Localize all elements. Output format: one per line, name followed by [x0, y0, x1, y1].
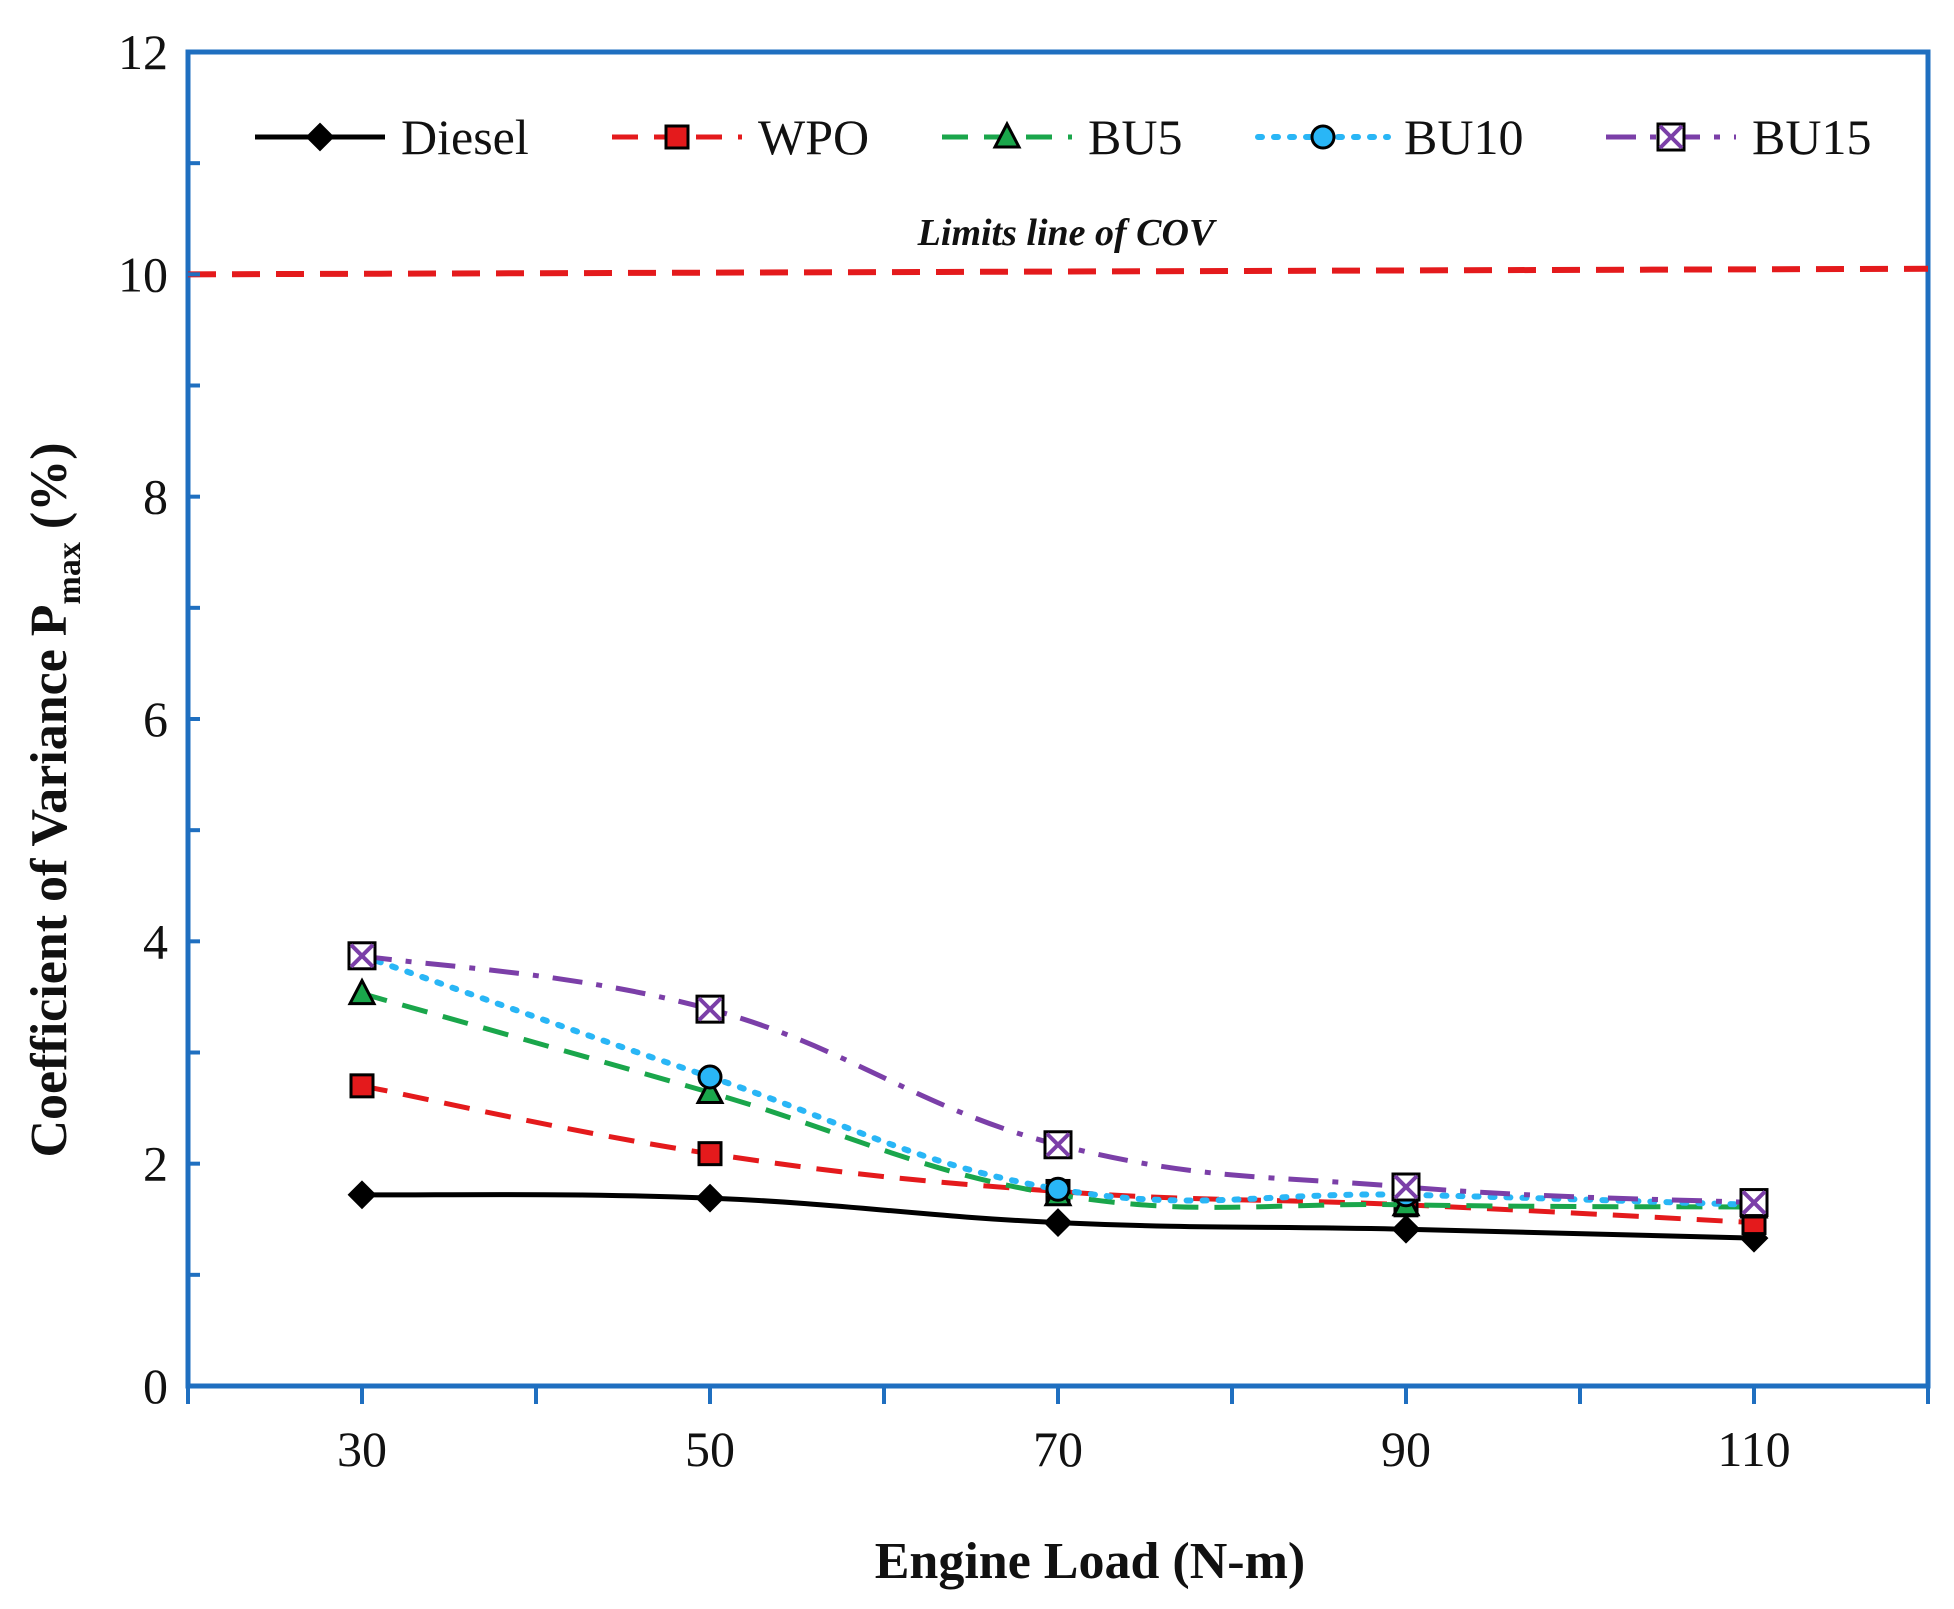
legend-marker-bu5: [992, 120, 1022, 149]
x-tick-label: 50: [685, 1421, 735, 1477]
marker-cross: [1393, 1174, 1419, 1200]
svg-text:Coefficient of Variance Pmax: Coefficient of Variance Pmax (%): [21, 442, 88, 1157]
legend-label-diesel: Diesel: [401, 109, 529, 165]
y-tick-label: 10: [118, 246, 168, 302]
data-point-bu5: [347, 977, 377, 1006]
legend: Diesel WPO BU5 BU10 BU15: [255, 109, 1871, 165]
y-tick-label: 12: [118, 24, 168, 80]
y-tick-label: 4: [143, 913, 168, 969]
x-tick-label: 30: [337, 1421, 387, 1477]
legend-marker-diesel: [305, 122, 335, 152]
data-point-wpo: [349, 1073, 375, 1099]
legend-label-wpo: WPO: [758, 109, 869, 165]
data-point-bu15: [347, 941, 377, 971]
data-point-diesel: [1043, 1208, 1073, 1237]
legend-marker-wpo: [664, 124, 690, 150]
limit-line: [187, 265, 1929, 278]
y-tick-label: 8: [143, 469, 168, 525]
legend-label-bu15: BU15: [1752, 109, 1871, 165]
y-tick-label: 0: [143, 1358, 168, 1414]
legend-label-bu10: BU10: [1404, 109, 1523, 165]
data-point-bu10: [1045, 1176, 1071, 1202]
y-axis-title-main: Coefficient of Variance P: [21, 604, 78, 1157]
y-tick-label: 6: [143, 691, 168, 747]
y-tick-label: 2: [143, 1136, 168, 1192]
data-point-diesel: [1391, 1214, 1421, 1244]
y-axis-title-spacer: [21, 529, 78, 542]
x-tick-label: 110: [1717, 1421, 1790, 1477]
y-axis-title-unit: (%): [21, 442, 78, 529]
limit-line-group: [187, 265, 1929, 278]
y-axis-title-subscript: max: [51, 542, 88, 604]
axis-group: 0 2 4 6 8 10 12 30 50 70 90 110: [118, 24, 1930, 1477]
limit-line-label: Limits line of COV: [917, 212, 1217, 254]
marker-cross: [1741, 1190, 1767, 1215]
data-point-bu15: [695, 994, 725, 1024]
x-axis-title: Engine Load (N-m): [875, 1533, 1305, 1590]
data-point-bu15: [1739, 1188, 1769, 1218]
data-point-diesel: [347, 1180, 377, 1210]
data-point-bu5: [695, 1076, 725, 1105]
data-point-bu15: [1043, 1130, 1073, 1160]
x-tick-label: 90: [1381, 1421, 1431, 1477]
legend-label-bu5: BU5: [1088, 109, 1182, 165]
marker-cross: [1658, 124, 1684, 150]
marker-cross: [349, 943, 375, 969]
data-point-bu15: [1391, 1172, 1421, 1202]
data-point-bu10: [697, 1064, 723, 1090]
legend-marker-bu15: [1656, 122, 1686, 152]
marker-cross: [1045, 1132, 1071, 1158]
marker-cross: [697, 996, 723, 1022]
series-line-wpo: [361, 1083, 1755, 1226]
legend-marker-bu10: [1310, 124, 1336, 150]
data-point-diesel: [695, 1183, 725, 1213]
y-axis-title: Coefficient of Variance Pmax (%): [21, 442, 88, 1157]
data-point-wpo: [697, 1141, 723, 1167]
x-tick-label: 70: [1033, 1421, 1083, 1477]
series-group: [347, 941, 1769, 1253]
